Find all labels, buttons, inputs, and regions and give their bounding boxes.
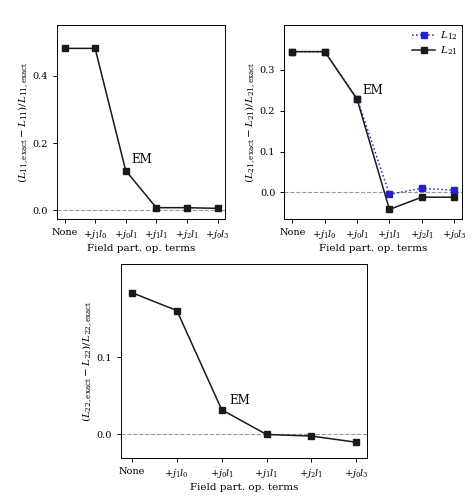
$L_{21}$ <box>290 49 295 55</box>
$L_{21}$ <box>387 206 392 212</box>
Text: EM: EM <box>131 152 152 165</box>
X-axis label: Field part. op. terms: Field part. op. terms <box>190 482 298 491</box>
Line: $L_{21}$: $L_{21}$ <box>290 49 457 212</box>
$L_{12}$ <box>290 49 295 55</box>
X-axis label: Field part. op. terms: Field part. op. terms <box>87 243 195 253</box>
Legend: $L_{12}$, $L_{21}$: $L_{12}$, $L_{21}$ <box>410 27 460 59</box>
$L_{12}$ <box>322 49 328 55</box>
$L_{21}$ <box>354 97 360 103</box>
X-axis label: Field part. op. terms: Field part. op. terms <box>319 243 428 253</box>
$L_{21}$ <box>451 194 457 200</box>
$L_{12}$ <box>387 191 392 197</box>
$L_{12}$ <box>354 96 360 102</box>
$L_{21}$ <box>322 49 328 55</box>
Y-axis label: $(L_{22,\mathrm{exact}} - L_{22})/L_{22,\mathrm{exact}}$: $(L_{22,\mathrm{exact}} - L_{22})/L_{22,… <box>80 300 93 422</box>
Y-axis label: $(L_{11,\mathrm{exact}} - L_{11})/L_{11,\mathrm{exact}}$: $(L_{11,\mathrm{exact}} - L_{11})/L_{11,… <box>16 61 29 183</box>
Text: EM: EM <box>362 85 383 97</box>
Line: $L_{12}$: $L_{12}$ <box>290 49 457 197</box>
$L_{21}$ <box>419 194 425 200</box>
Text: EM: EM <box>230 394 251 407</box>
Y-axis label: $(L_{21,\mathrm{exact}} - L_{21})/L_{21,\mathrm{exact}}$: $(L_{21,\mathrm{exact}} - L_{21})/L_{21,… <box>243 61 257 183</box>
$L_{12}$ <box>419 185 425 191</box>
$L_{12}$ <box>451 187 457 193</box>
